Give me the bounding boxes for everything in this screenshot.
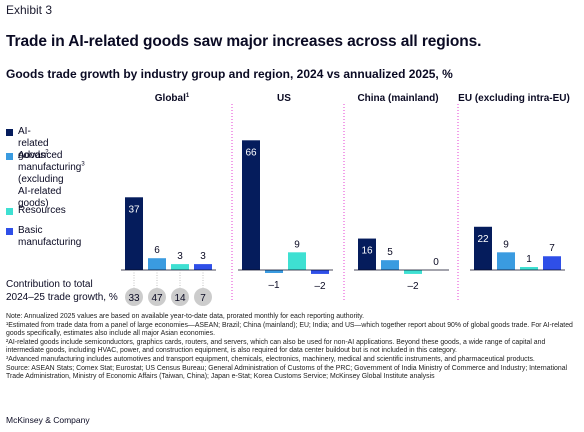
legend-label-ai: AI-related goods [18, 126, 49, 161]
contribution-circle-ai [125, 288, 143, 306]
bar-china-mainland-advanced [381, 260, 399, 270]
exhibit-label: Exhibit 3 [6, 3, 53, 17]
contribution-circle-resources [171, 288, 189, 306]
legend-swatch-ai [6, 129, 13, 136]
legend-label-advanced-rest: (excluding AI-related goods) [18, 174, 64, 209]
chart-title: Trade in AI-related goods saw major incr… [6, 33, 482, 50]
panel-title-us: US [277, 93, 291, 104]
note-3: ³Advanced manufacturing includes automot… [6, 355, 535, 363]
legend-swatch-resources [6, 208, 13, 215]
data-label-global-advanced: 6 [154, 245, 160, 256]
legend-label-basic: Basic manufacturing [18, 225, 82, 248]
panel-title-sup-global: 1 [186, 93, 190, 99]
bar-global-resources [171, 264, 189, 270]
data-label-global-resources: 3 [177, 251, 183, 262]
contribution-circle-basic [194, 288, 212, 306]
legend-sup-ai: 2 [45, 149, 49, 156]
legend-sup-advanced: 3 [81, 161, 85, 168]
bar-global-ai [125, 197, 143, 270]
bar-eu-excluding-intra-eu-ai [474, 226, 492, 270]
data-label-china-mainland-ai: 16 [361, 246, 373, 257]
data-label-china-mainland-resources: –2 [407, 281, 419, 292]
bar-us-advanced [265, 270, 283, 273]
data-label-eu-excluding-intra-eu-ai: 22 [477, 234, 489, 245]
data-label-eu-excluding-intra-eu-basic: 7 [549, 243, 555, 254]
contribution-value-advanced: 47 [151, 293, 163, 304]
contribution-circle-advanced [148, 288, 166, 306]
data-label-eu-excluding-intra-eu-advanced: 9 [503, 239, 509, 250]
note-source: Source: ASEAN Stats; Comex Stat; Eurosta… [6, 364, 568, 381]
bar-us-basic [311, 270, 329, 274]
bar-us-resources [288, 252, 306, 270]
contribution-value-basic: 7 [200, 293, 206, 304]
legend-swatch-basic [6, 228, 13, 235]
panel-title-china-mainland: China (mainland) [357, 93, 438, 104]
note-1: ¹Estimated from trade data from a panel … [6, 321, 573, 338]
note-general: Note: Annualized 2025 values are based o… [6, 313, 365, 320]
bar-global-advanced [148, 258, 166, 270]
legend-label-advanced: Advanced manufacturing [18, 150, 82, 173]
data-label-eu-excluding-intra-eu-resources: 1 [526, 254, 532, 265]
data-label-us-ai: 66 [245, 147, 257, 158]
data-label-global-ai: 37 [128, 204, 140, 215]
footnotes: Note: Annualized 2025 values are based o… [6, 313, 580, 382]
bar-eu-excluding-intra-eu-resources [520, 267, 538, 270]
data-label-us-resources: 9 [294, 239, 300, 250]
bar-us-ai [242, 140, 260, 270]
contribution-label: Contribution to total 2024–25 trade grow… [6, 279, 118, 303]
legend-label-resources: Resources [18, 205, 66, 216]
brand-logo-text: McKinsey & Company [6, 415, 90, 425]
bar-eu-excluding-intra-eu-advanced [497, 252, 515, 270]
bar-china-mainland-resources [404, 270, 422, 274]
panel-title-global: Global1 [155, 93, 190, 104]
bar-global-basic [194, 264, 212, 270]
data-label-us-advanced: –1 [268, 280, 280, 291]
note-2: ²AI-related goods include semiconductors… [6, 338, 546, 355]
panel-title-eu-excluding-intra-eu: EU (excluding intra-EU) [458, 93, 570, 104]
data-label-us-basic: –2 [314, 281, 326, 292]
data-label-global-basic: 3 [200, 251, 206, 262]
data-label-china-mainland-advanced: 5 [387, 247, 393, 258]
contribution-value-resources: 14 [174, 293, 186, 304]
data-label-china-mainland-basic: 0 [433, 257, 439, 268]
bar-china-mainland-ai [358, 238, 376, 270]
chart-subtitle: Goods trade growth by industry group and… [6, 67, 453, 81]
legend-swatch-advanced [6, 153, 13, 160]
bar-eu-excluding-intra-eu-basic [543, 256, 561, 270]
contribution-value-ai: 33 [128, 293, 140, 304]
